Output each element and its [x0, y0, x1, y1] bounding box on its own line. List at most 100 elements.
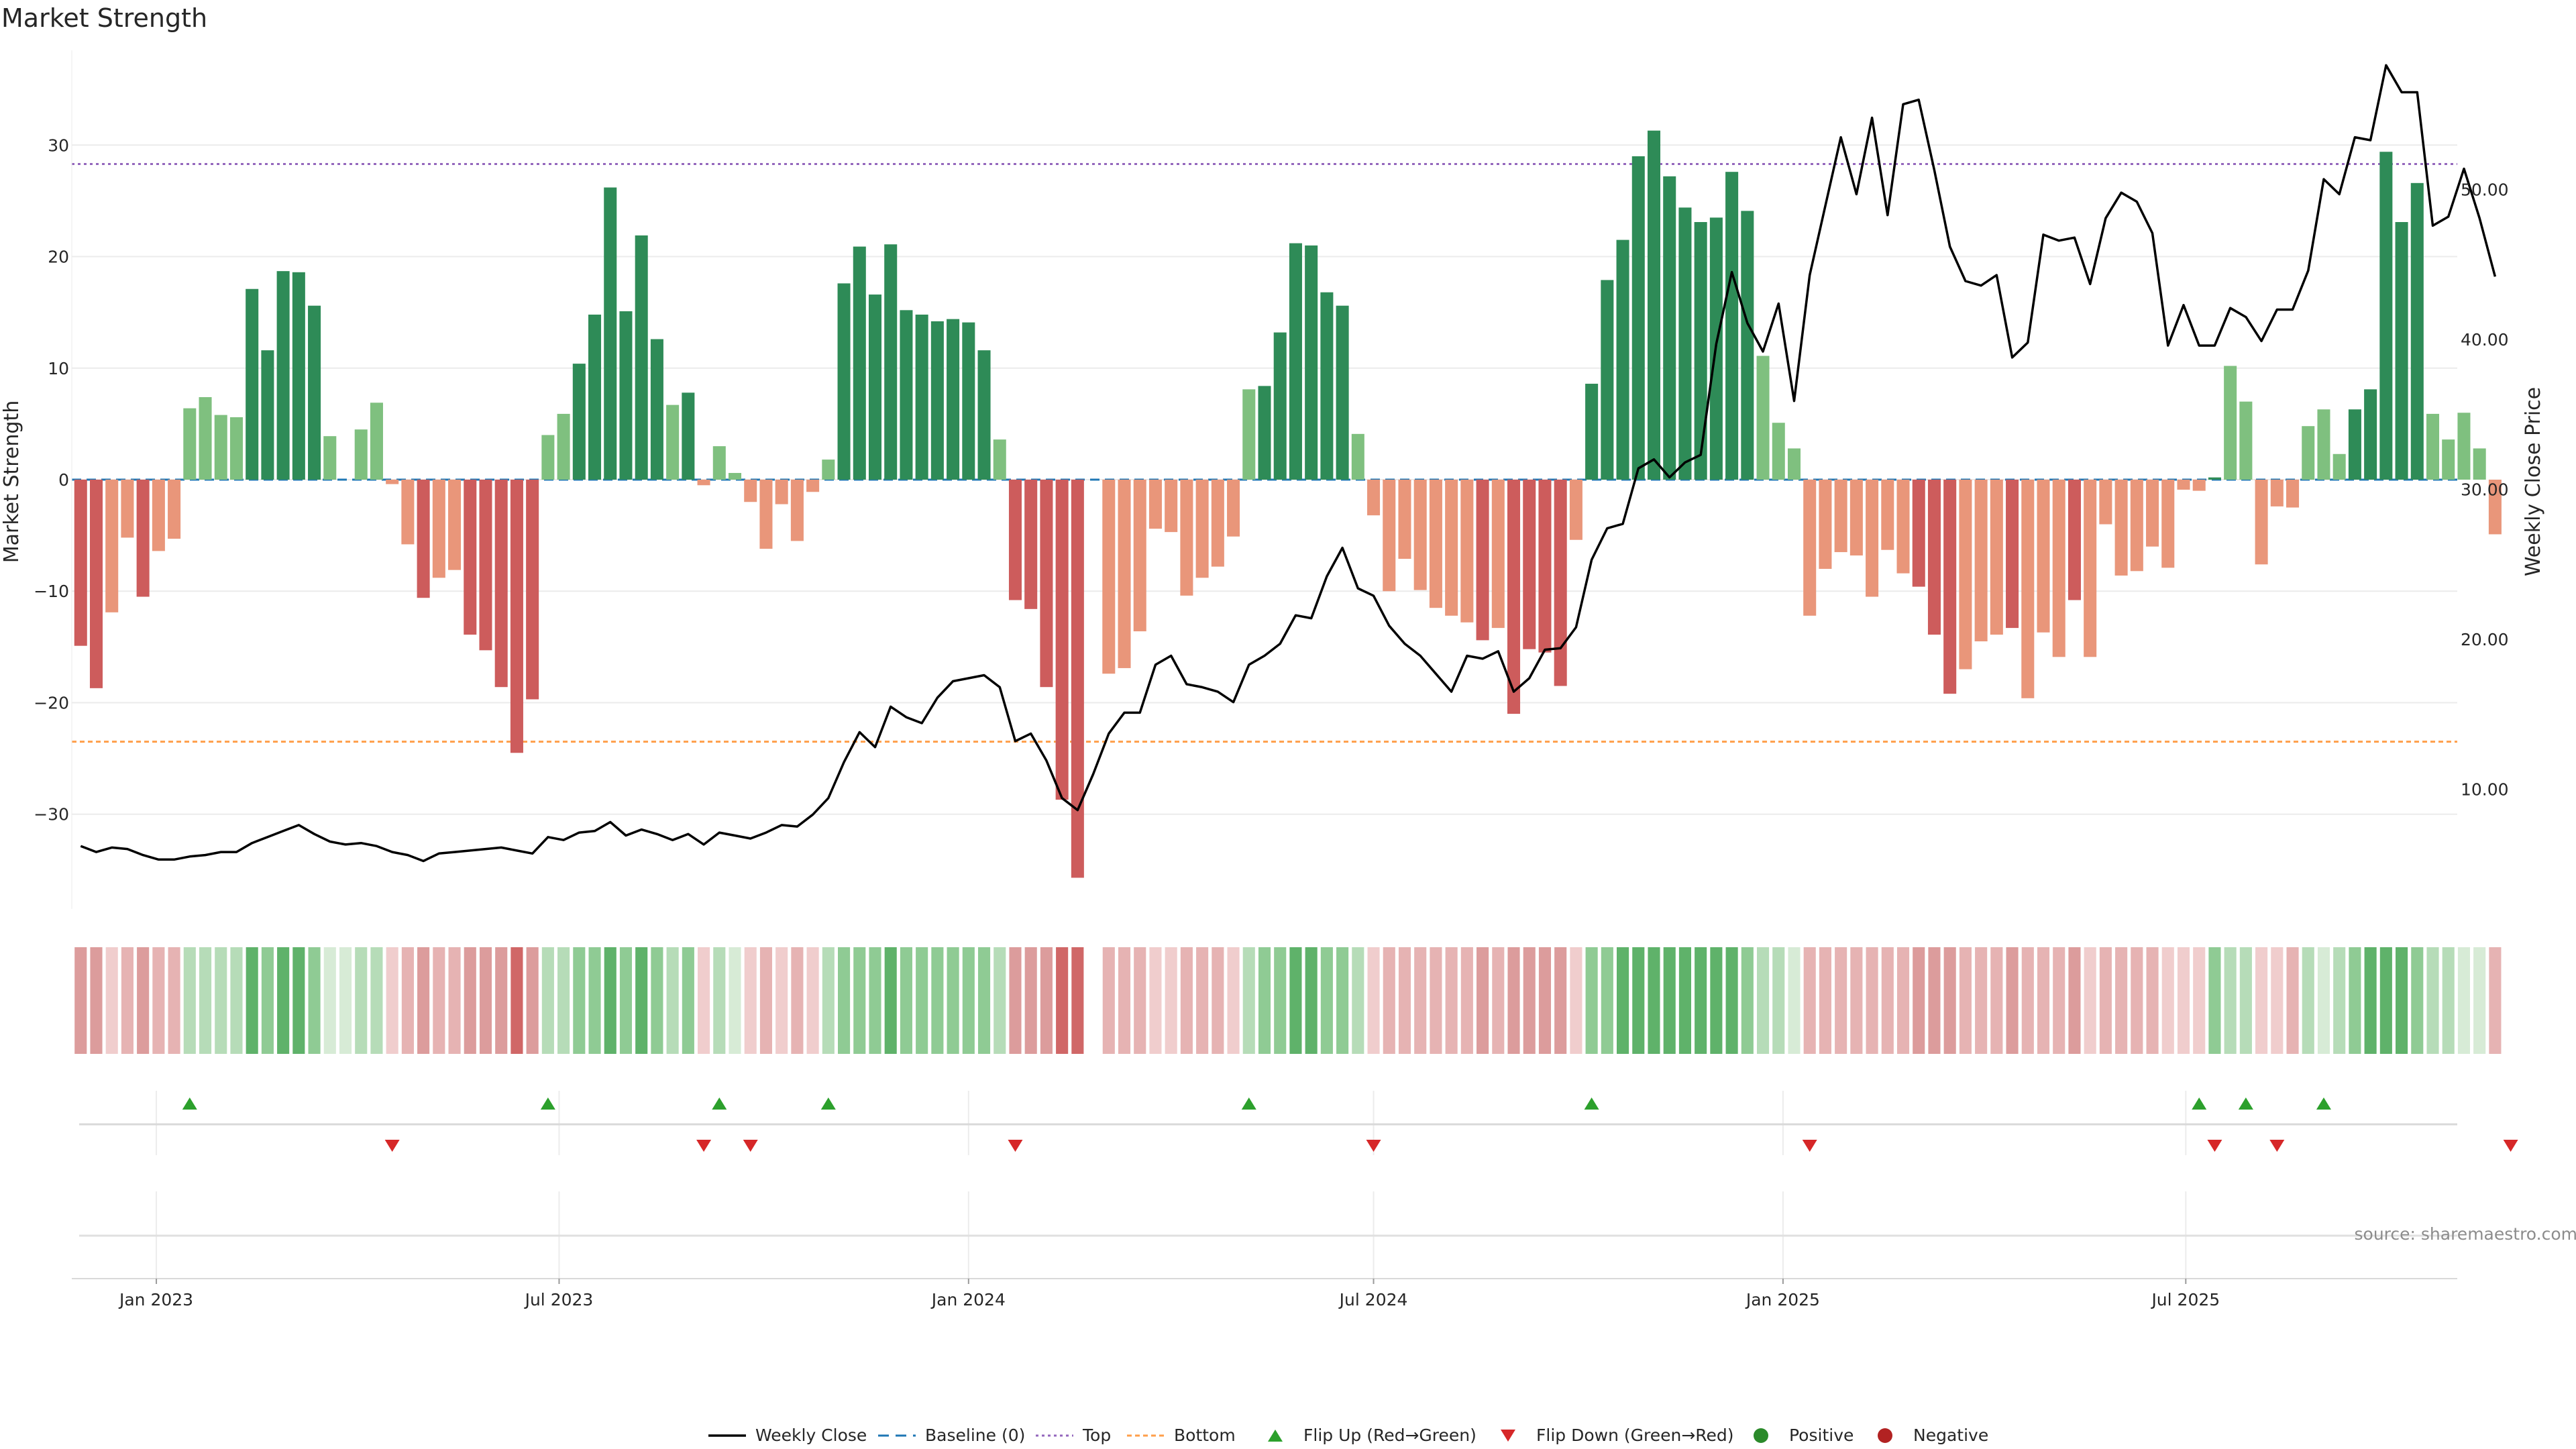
heat-cell	[962, 947, 975, 1054]
negative-bar	[1398, 480, 1411, 559]
flip-up-marker	[182, 1097, 197, 1110]
negative-bar	[464, 480, 477, 635]
heat-cell	[1866, 947, 1878, 1054]
flip-up-marker	[820, 1097, 836, 1110]
positive-bar	[323, 436, 337, 480]
heat-cell	[2473, 947, 2486, 1054]
right-axis-title: Weekly Close Price	[2522, 387, 2545, 576]
left-tick-label: 10	[48, 359, 69, 378]
heat-cell	[2037, 947, 2050, 1054]
heat-cell	[246, 947, 258, 1054]
heat-cell	[1071, 947, 1084, 1054]
negative-bar	[1554, 480, 1567, 686]
heat-cell	[1258, 947, 1271, 1054]
negative-bar	[697, 480, 710, 486]
heat-cell	[1959, 947, 1972, 1054]
heat-cell	[1414, 947, 1427, 1054]
heat-cell	[2349, 947, 2361, 1054]
negative-bar	[168, 480, 181, 539]
negative-bar	[1413, 480, 1427, 590]
strength-heat-strip	[74, 947, 2502, 1054]
positive-bar	[884, 244, 898, 480]
positive-bar	[822, 460, 835, 480]
heat-cell	[1212, 947, 1224, 1054]
heat-cell	[1507, 947, 1520, 1054]
positive-bar	[619, 311, 633, 480]
heat-cell	[1741, 947, 1754, 1054]
negative-bar	[526, 480, 539, 700]
left-axis-title: Market Strength	[0, 400, 23, 563]
negative-bar	[1133, 480, 1146, 632]
heat-cell	[1134, 947, 1146, 1054]
flip-down-marker	[1802, 1140, 1817, 1152]
positive-bar	[2426, 413, 2440, 480]
heat-cell	[1242, 947, 1255, 1054]
flip-up-marker	[540, 1097, 555, 1110]
left-tick-label: 0	[58, 470, 69, 490]
positive-bar	[1772, 423, 1785, 480]
negative-bar	[1491, 480, 1505, 629]
negative-bar	[1476, 480, 1489, 641]
heat-cell	[74, 947, 87, 1054]
positive-bar	[1678, 207, 1692, 480]
positive-bar	[1787, 448, 1801, 480]
positive-bar	[1647, 130, 1661, 480]
negative-bar	[1211, 480, 1224, 567]
right-tick-label: 50.00	[2461, 180, 2509, 200]
heat-cell	[775, 947, 788, 1054]
positive-bar	[199, 396, 212, 480]
heat-cell	[292, 947, 305, 1054]
positive-bar	[868, 294, 882, 480]
heat-cell	[370, 947, 383, 1054]
legend-label: Top	[1082, 1426, 1111, 1445]
positive-bar	[1741, 211, 1754, 480]
heat-cell	[464, 947, 476, 1054]
positive-bar	[900, 310, 913, 480]
positive-bar	[666, 405, 680, 480]
negative-bar	[1569, 480, 1582, 540]
legend-swatch	[1268, 1430, 1283, 1442]
flip-down-marker	[2269, 1140, 2285, 1152]
positive-bar	[930, 321, 944, 480]
heat-cell	[339, 947, 352, 1054]
positive-bar	[915, 314, 928, 480]
negative-bar	[1102, 480, 1116, 674]
heat-cell	[838, 947, 851, 1054]
negative-bar	[2270, 480, 2284, 506]
positive-bar	[1601, 280, 1614, 480]
positive-bar	[1305, 245, 1318, 480]
heat-cell	[884, 947, 897, 1054]
heat-cell	[1928, 947, 1941, 1054]
positive-bar	[837, 283, 851, 480]
legend-swatch	[1878, 1428, 1892, 1443]
heat-cell	[2271, 947, 2284, 1054]
x-tick-label: Jul 2024	[1338, 1290, 1408, 1309]
heat-cell	[1352, 947, 1364, 1054]
positive-bar	[370, 402, 383, 480]
negative-bar	[1008, 480, 1022, 600]
positive-bar	[229, 417, 243, 480]
heat-cell	[1570, 947, 1582, 1054]
date-axis: Jan 2023 Jul 2023 Jan 2024 Jul 2024 Jan 2025…	[118, 1279, 2220, 1309]
positive-bar	[2224, 366, 2237, 480]
heat-cell	[1460, 947, 1473, 1054]
positive-bar	[572, 364, 586, 480]
negative-bar	[386, 480, 399, 484]
legend-negative: Negative	[1878, 1426, 1988, 1445]
positive-bar	[1585, 384, 1599, 480]
negative-bar	[1118, 480, 1131, 668]
heat-cell	[1990, 947, 2003, 1054]
positive-bar	[993, 439, 1006, 480]
positive-bar	[541, 435, 555, 480]
negative-bar	[479, 480, 492, 651]
heat-cell	[1398, 947, 1411, 1054]
right-axis: 50.00 40.00 30.00 20.00 10.00	[2461, 180, 2509, 800]
heat-cell	[90, 947, 103, 1054]
heat-cell	[791, 947, 804, 1054]
heat-cell	[168, 947, 180, 1054]
heat-cell	[822, 947, 835, 1054]
heat-cell	[698, 947, 710, 1054]
negative-bar	[494, 480, 508, 688]
heat-cell	[2146, 947, 2159, 1054]
heat-cell	[1336, 947, 1349, 1054]
